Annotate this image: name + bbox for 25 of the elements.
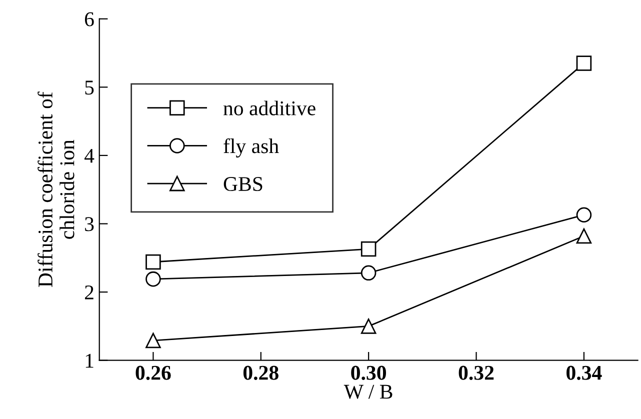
legend-label: fly ash	[224, 138, 279, 158]
x-tick-label: 0.34	[566, 366, 602, 380]
y-tick-label: 3	[85, 217, 94, 232]
x-tick-label: 0.26	[136, 366, 171, 380]
y-tick-label: 6	[84, 12, 94, 26]
x-tick-label: 0.28	[243, 366, 278, 380]
point	[576, 56, 592, 71]
y-tick-label: 4	[84, 148, 94, 163]
y-tick-label: 2	[84, 285, 94, 300]
point	[360, 318, 376, 334]
legend-label: GBS	[224, 177, 262, 192]
legend-label: no additive	[223, 100, 316, 116]
point	[576, 207, 592, 223]
x-tick-label: 0.32	[458, 366, 494, 380]
point	[146, 271, 161, 287]
point	[146, 254, 161, 270]
x-tick-label: 0.30	[351, 366, 386, 380]
y-tick-label: 1	[86, 354, 94, 368]
y-tick-label: 5	[85, 80, 94, 95]
y-axis-title: Diffusion coefficient of chloride ion	[38, 92, 74, 287]
point	[576, 228, 592, 244]
x-axis-title: W / B	[344, 384, 392, 399]
point	[360, 241, 376, 257]
point	[360, 265, 376, 281]
point	[146, 332, 161, 348]
